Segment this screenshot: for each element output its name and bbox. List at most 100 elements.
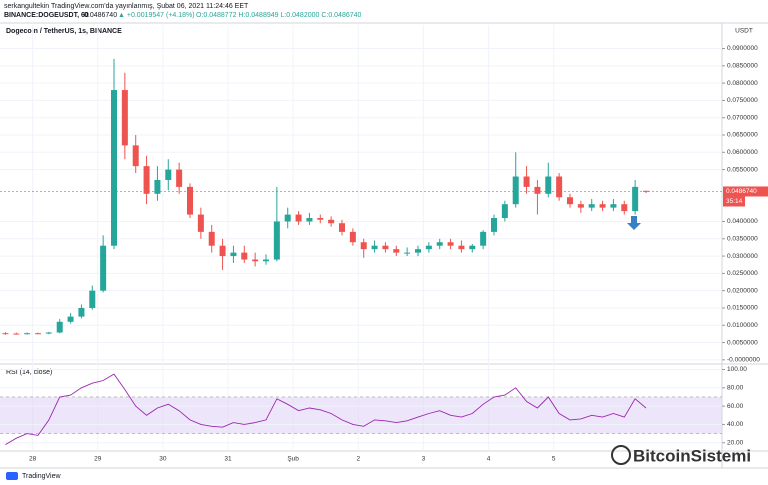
candle-body [219,245,226,257]
y-tick-label: 0.0350000 [727,235,758,242]
candle-body [208,231,215,246]
candle-body [2,333,9,335]
candle-body [132,145,139,167]
candle-body [252,259,259,262]
x-tick-label: Şub [287,456,299,463]
candle-body [24,333,31,335]
candle-body [317,218,324,220]
symbol: BINANCE:DOGEUSDT, 60 [4,12,89,19]
countdown: 35:14 [726,198,743,205]
candle-body [328,219,335,224]
candle-body [306,218,313,222]
candle-body [610,204,617,208]
candle-body [13,333,20,335]
candle-body [545,176,552,194]
candle-body [349,231,356,243]
candle-body [577,204,584,208]
y-tick-label: 0.0200000 [727,287,758,294]
y-tick-label: 0.0800000 [727,80,758,87]
candle-body [273,221,280,260]
candle-body [501,204,508,219]
x-tick-label: 30 [159,456,167,463]
candle-body [154,179,161,194]
candle-body [56,321,63,333]
candle-body [523,176,530,187]
candle-body [393,249,400,253]
price-tag [723,186,768,197]
y-tick-label: 0.0900000 [727,45,758,52]
candle-body [165,169,172,180]
change: ▲ +0.0019547 (+4.18%) [118,12,195,19]
candle-body [45,332,52,334]
candle-body [415,249,421,253]
candle-body [512,176,519,205]
candle-body [143,166,150,194]
arrow-annotation [627,216,641,230]
y-tick-label: 0.0050000 [727,339,758,346]
chart-title: Dogecoin / TetherUS, 1s, BINANCE [6,28,122,35]
candle-body [382,245,389,250]
rsi-title: RSI (14, close) [6,369,52,376]
rsi-line [5,373,647,445]
x-tick-label: 4 [487,456,491,463]
x-tick-label: 28 [29,456,37,463]
y-tick-label: 0.0600000 [727,149,758,156]
y-tick-label: 80.00 [727,385,744,392]
candle-body [230,252,237,257]
candle-body [480,231,487,246]
y-tick-label: 0.0550000 [727,166,758,173]
rsi-band [0,396,722,434]
candle-body [567,197,573,205]
candle-body [588,204,595,208]
candle-body [621,204,628,212]
brand-logo [6,472,18,480]
y-tick-label: 20.00 [727,439,744,446]
y-tick-label: 0.0850000 [727,63,758,70]
candle-body [121,90,128,146]
watermark: BitcoinSistemi [633,446,751,465]
candle-body [458,245,465,250]
candle-body [89,290,96,308]
candle-body [556,176,563,198]
candle-body [404,252,411,254]
x-tick-label: 2 [356,456,360,463]
y-tick-label: -0.0000000 [727,357,760,364]
candle-body [187,186,193,215]
y-tick-label: 0.0650000 [727,132,758,139]
candle-body [263,259,269,262]
brand: TradingView [22,473,61,480]
candle-body [197,214,204,232]
candle-body [469,245,476,250]
candle-body [599,204,606,208]
y-tick-label: 0.0250000 [727,270,758,277]
x-tick-label: 29 [94,456,102,463]
axis-unit: USDT [735,28,753,35]
x-tick-label: 5 [552,456,556,463]
last-price: 0.0486740 [84,12,117,19]
y-tick-label: 0.0150000 [727,305,758,312]
candle-body [371,245,378,250]
y-tick-label: 0.0700000 [727,114,758,121]
candle-body [67,316,74,322]
y-tick-label: 0.0100000 [727,322,758,329]
candle-body [111,90,117,246]
candle-body [447,242,454,246]
candle-body [176,169,183,187]
candle-body [100,245,107,291]
y-tick-label: 60.00 [727,403,744,410]
y-tick-label: 0.0750000 [727,97,758,104]
candle-body [295,214,302,222]
ohlc: O:0.0488772 H:0.0488949 L:0.0482000 C:0.… [196,12,362,19]
y-tick-label: 0.0300000 [727,253,758,260]
price-tag-label: 0.0486740 [726,188,757,195]
y-tick-label: 0.0400000 [727,218,758,225]
candle-body [35,333,41,335]
watermark-logo [611,445,631,465]
candle-body [284,214,291,222]
x-tick-label: 31 [224,456,232,463]
countdown-tag [723,196,745,207]
candle-body [534,186,541,194]
candle-body [241,252,248,260]
y-tick-label: 40.00 [727,421,744,428]
